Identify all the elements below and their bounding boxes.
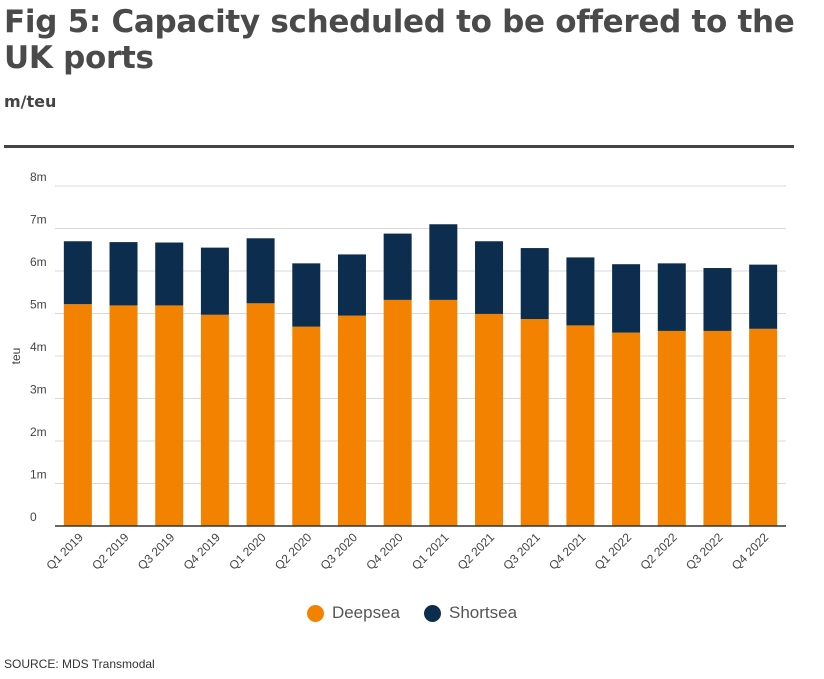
bar-shortsea [749, 264, 778, 329]
bar-shortsea [292, 263, 321, 327]
x-tick-label: Q3 2020 [318, 530, 361, 573]
bar-shortsea [155, 242, 184, 306]
legend-label-shortsea: Shortsea [449, 603, 518, 622]
y-tick-label: 7m [30, 213, 47, 227]
x-tick-label: Q1 2019 [44, 530, 87, 573]
bar-deepsea [429, 299, 458, 526]
title-divider [4, 145, 794, 148]
y-tick-label: 5m [30, 298, 47, 312]
x-tick-label: Q2 2020 [272, 530, 315, 573]
x-tick-label: Q3 2022 [683, 530, 726, 573]
bar-shortsea [566, 257, 595, 326]
legend-swatch-shortsea [424, 604, 441, 622]
x-tick-label: Q2 2021 [455, 530, 498, 573]
x-tick-label: Q4 2020 [363, 530, 406, 573]
x-tick-label: Q4 2022 [729, 530, 772, 573]
bar-deepsea [520, 319, 549, 526]
bar-deepsea [155, 305, 184, 526]
y-tick-label: 6m [30, 255, 47, 269]
bar-deepsea [246, 303, 275, 526]
bar-deepsea [749, 328, 778, 526]
x-tick-label: Q4 2019 [181, 530, 224, 573]
x-tick-label: Q1 2021 [409, 530, 452, 573]
x-tick-label: Q2 2022 [637, 530, 680, 573]
stacked-bar-chart: 0 1m 2m 3m 4m 5m 6m 7m 8m teu Q1 2019 Q2 2019 Q3 201… [9, 170, 786, 573]
legend-item-shortsea: Shortsea [424, 603, 517, 623]
legend-label-deepsea: Deepsea [331, 603, 400, 622]
bar-deepsea [566, 325, 595, 526]
bar-shortsea [383, 233, 412, 300]
y-tick-label: 2m [30, 425, 47, 439]
chart-subtitle: m/teu [4, 92, 57, 111]
bar-deepsea [109, 305, 138, 526]
y-tick-label: 8m [30, 170, 47, 184]
bar-deepsea [292, 326, 321, 526]
x-tick-label: Q4 2021 [546, 530, 589, 573]
bar-deepsea [200, 314, 229, 526]
bar-shortsea [703, 268, 732, 331]
bar-shortsea [612, 264, 641, 333]
y-tick-label: 0 [30, 510, 37, 524]
bar-deepsea [63, 304, 92, 526]
bar-shortsea [337, 254, 366, 316]
y-axis-label: teu [9, 348, 23, 365]
x-tick-label: Q2 2019 [89, 530, 132, 573]
chart-title: Fig 5: Capacity scheduled to be offered … [4, 4, 795, 76]
bar-shortsea [429, 224, 458, 300]
x-tick-label: Q3 2021 [500, 530, 543, 573]
x-tick-label: Q1 2022 [592, 530, 635, 573]
legend-item-deepsea: Deepsea [306, 603, 400, 623]
x-tick-label: Q3 2019 [135, 530, 178, 573]
bar-deepsea [612, 332, 641, 526]
bar-shortsea [657, 263, 686, 331]
y-tick-label: 4m [30, 340, 47, 354]
source-note: SOURCE: MDS Transmodal [4, 657, 155, 671]
bar-shortsea [200, 247, 229, 315]
bar-deepsea [337, 315, 366, 526]
bar-deepsea [475, 313, 504, 526]
bar-shortsea [109, 242, 138, 306]
bar-shortsea [520, 248, 549, 320]
x-tick-label: Q1 2020 [226, 530, 269, 573]
legend-swatch-deepsea [306, 604, 324, 622]
bar-shortsea [475, 241, 504, 314]
bar-shortsea [246, 238, 275, 304]
bar-shortsea [63, 241, 92, 305]
bar-deepsea [657, 330, 686, 526]
y-tick-label: 1m [30, 468, 47, 482]
bar-deepsea [703, 330, 732, 526]
y-tick-label: 3m [30, 383, 47, 397]
bar-deepsea [383, 299, 412, 526]
chart-legend: Deepsea Shortsea [0, 603, 824, 623]
